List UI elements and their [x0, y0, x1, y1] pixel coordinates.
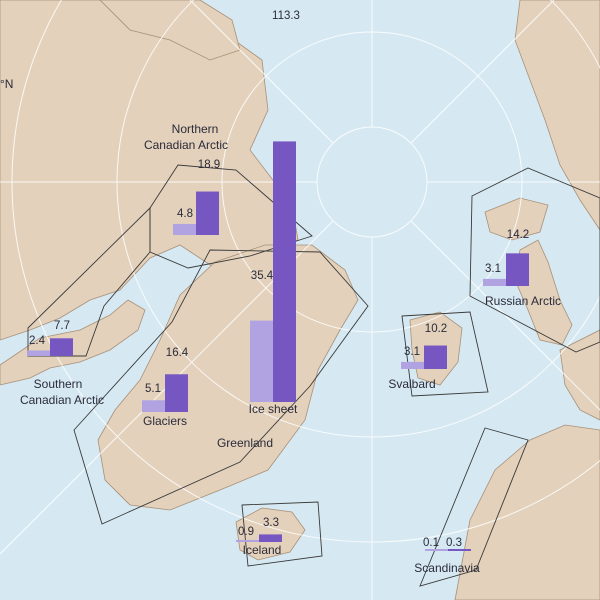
value-labels: 4.8 18.9 2.4 7.7 5.1 16.4 35.4 113.3 0.9…	[29, 10, 529, 549]
value-scandinavia-large: 0.3	[446, 537, 462, 549]
land-russia-east	[514, 0, 600, 231]
value-iceland-large: 3.3	[263, 517, 279, 529]
label-scandinavia: Scandinavia	[414, 561, 480, 575]
value-iceland-small: 0.9	[238, 526, 254, 538]
boundary-svalbard	[401, 311, 489, 397]
boundary-scandinavia	[419, 427, 529, 587]
bar-svalbard-small	[401, 361, 424, 369]
bar-southern-canadian-arctic-small	[27, 350, 50, 356]
value-ice-sheet-small: 35.4	[251, 270, 274, 282]
bar-greenland-glaciers-small	[142, 400, 165, 412]
label-northern-canadian-arctic-line2: Canadian Arctic	[144, 138, 228, 152]
label-ice-sheet: Ice sheet	[249, 402, 298, 416]
label-southern-canadian-arctic-line2: Canadian Arctic	[20, 393, 104, 407]
bar-northern-canadian-arctic-large	[196, 191, 219, 235]
edge-fragment-label: °N	[0, 77, 13, 91]
land-scandinavia	[454, 424, 600, 600]
bar-northern-canadian-arctic-small	[173, 223, 196, 235]
land-russia-mainland	[559, 329, 600, 421]
boundary-greenland	[73, 249, 369, 525]
bar-russian-arctic-large	[506, 253, 529, 286]
bar-greenland-ice-sheet-large	[273, 141, 296, 402]
bar-scandinavia-small	[425, 549, 448, 551]
bar-svalbard-large	[424, 345, 447, 369]
value-southern-canadian-arctic-small: 2.4	[29, 335, 46, 347]
value-svalbard-large: 10.2	[425, 323, 447, 335]
label-glaciers: Glaciers	[143, 414, 187, 428]
label-russian-arctic: Russian Arctic	[485, 294, 561, 308]
value-northern-canadian-arctic-small: 4.8	[177, 208, 193, 220]
land-iceland	[235, 507, 306, 561]
bar-greenland-ice-sheet-small	[250, 320, 273, 402]
label-greenland: Greenland	[217, 436, 273, 450]
value-scandinavia-small: 0.1	[423, 537, 439, 549]
bar-southern-canadian-arctic-large	[50, 338, 73, 356]
bars-layer	[27, 141, 529, 551]
value-russian-arctic-small: 3.1	[485, 263, 501, 275]
label-southern-canadian-arctic-line1: Southern	[34, 377, 83, 391]
value-russian-arctic-large: 14.2	[507, 229, 529, 241]
label-iceland: Iceland	[243, 543, 282, 557]
value-glaciers-small: 5.1	[145, 383, 161, 395]
land-novaya-zemlya	[514, 239, 573, 346]
region-labels: Northern Canadian Arctic Southern Canadi…	[0, 77, 561, 575]
label-northern-canadian-arctic-line1: Northern	[172, 122, 219, 136]
label-svalbard: Svalbard	[388, 377, 435, 391]
bar-scandinavia-large	[448, 549, 471, 551]
bar-greenland-glaciers-large	[165, 374, 188, 412]
boundary-iceland	[241, 501, 323, 567]
boundary-russian-arctic	[469, 167, 600, 353]
value-svalbard-small: 3.1	[404, 346, 420, 358]
bar-iceland-large	[259, 534, 282, 542]
value-glaciers-large: 16.4	[166, 347, 189, 359]
bar-russian-arctic-small	[483, 278, 506, 286]
land-franz-josef	[484, 197, 549, 241]
value-northern-canadian-arctic-large: 18.9	[198, 159, 220, 171]
bar-iceland-small	[236, 539, 259, 542]
value-southern-canadian-arctic-large: 7.7	[54, 320, 70, 332]
value-ice-sheet-large: 113.3	[272, 10, 300, 22]
